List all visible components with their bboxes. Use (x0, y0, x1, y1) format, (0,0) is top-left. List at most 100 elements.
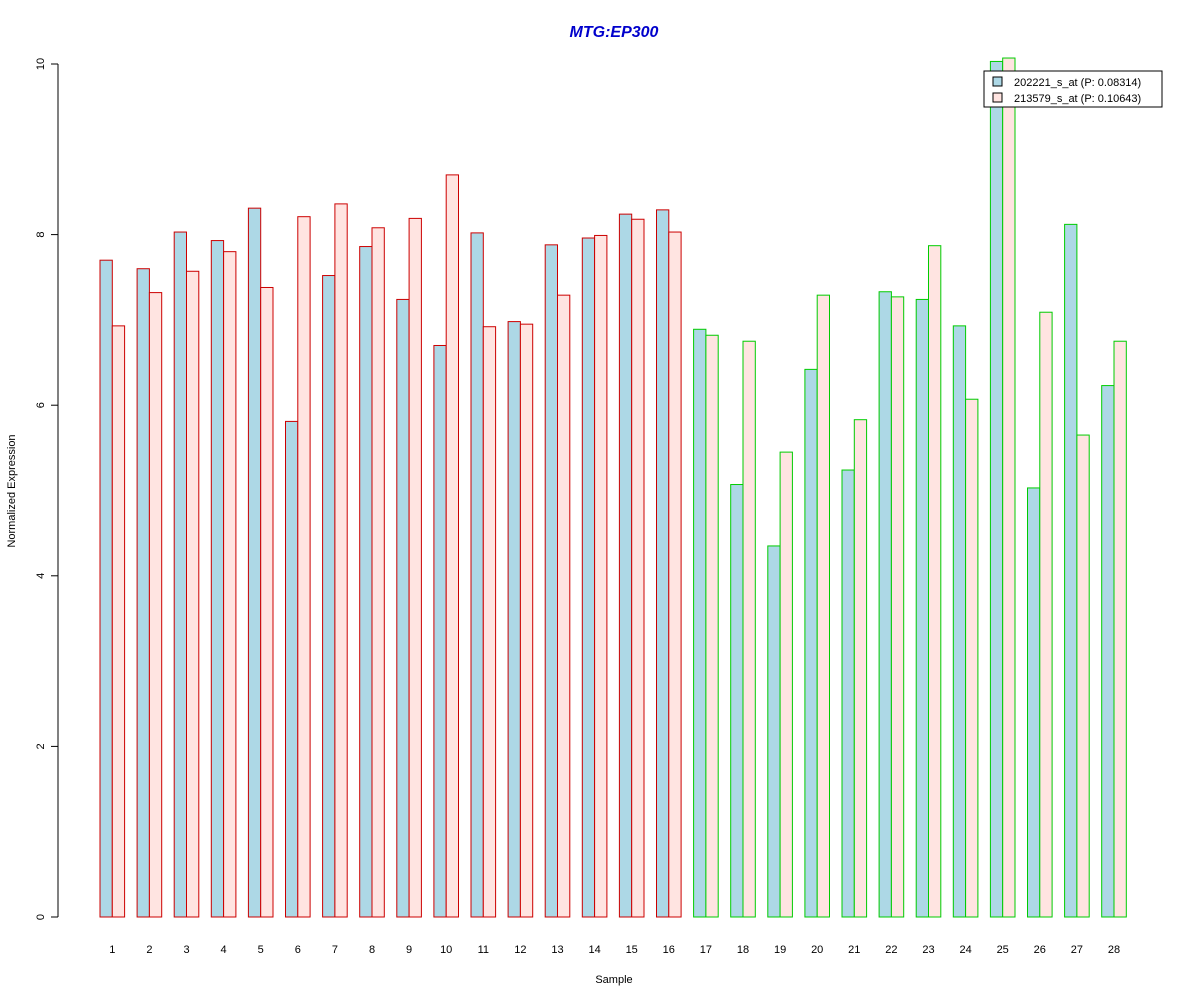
x-tick-label: 26 (1034, 944, 1046, 956)
bar-s2-13 (557, 294, 571, 918)
bar-s2-12 (519, 323, 534, 918)
bar-s2-18 (742, 340, 756, 918)
x-tick-label: 4 (221, 944, 227, 956)
x-tick-label: 20 (811, 944, 823, 956)
bar-s1-26 (1027, 487, 1041, 918)
bar-s1-14 (581, 237, 596, 918)
legend: 202221_s_at (P: 0.08314) 213579_s_at (P: … (983, 70, 1163, 108)
x-tick-labels: 1 2 3 4 5 6 7 8 9 10 11 12 13 14 15 16 17 18 19 20 21 22 23 24 2… (109, 944, 1120, 956)
bar-s1-19 (767, 545, 781, 918)
bar-s1-16 (656, 209, 670, 918)
bar-s2-5 (260, 286, 274, 918)
x-tick-label: 15 (626, 944, 638, 956)
chart-title: MTG:EP300 (570, 24, 659, 41)
bar-s2-28 (1113, 340, 1127, 918)
x-tick-label: 27 (1071, 944, 1083, 956)
bar-s1-13 (544, 244, 559, 918)
legend-swatch (992, 76, 1003, 87)
x-tick-label: 2 (146, 944, 152, 956)
x-tick-label: 10 (440, 944, 452, 956)
bar-s1-23 (915, 298, 930, 918)
y-tick-label: 6 (35, 402, 47, 408)
bar-s1-27 (1064, 223, 1078, 918)
bar-s1-15 (618, 213, 633, 918)
bar-s1-6 (285, 420, 299, 918)
y-tick-label: 4 (35, 573, 47, 579)
bar-s2-9 (408, 217, 422, 918)
x-tick-label: 13 (551, 944, 563, 956)
x-tick-label: 3 (183, 944, 189, 956)
bar-s2-16 (668, 231, 682, 918)
y-axis-label: Normalized Expression (6, 434, 18, 547)
bar-s2-1 (111, 325, 126, 918)
bar-s1-3 (173, 231, 187, 918)
bar-s1-11 (470, 232, 484, 918)
x-tick-label: 25 (997, 944, 1009, 956)
y-tick-label: 8 (35, 232, 47, 238)
x-tick-label: 17 (700, 944, 712, 956)
bar-s2-11 (482, 326, 497, 918)
bar-s2-21 (853, 419, 868, 918)
bar-s2-19 (779, 451, 793, 918)
bar-s1-25 (989, 60, 1004, 918)
x-tick-label: 12 (514, 944, 526, 956)
bar-s1-12 (507, 321, 521, 918)
y-tick-label: 2 (35, 743, 47, 749)
bar-s2-8 (371, 227, 385, 918)
x-tick-label: 7 (332, 944, 338, 956)
bar-s2-14 (594, 234, 608, 918)
bar-s1-1 (99, 259, 113, 918)
bar-s1-10 (433, 344, 447, 918)
y-tick-label: 10 (35, 58, 47, 70)
bars (99, 57, 1127, 918)
x-tick-label: 19 (774, 944, 786, 956)
bar-s1-4 (210, 240, 225, 918)
bar-s1-24 (952, 325, 967, 918)
x-axis-label: Sample (595, 974, 632, 986)
bar-s2-4 (223, 251, 237, 918)
bar-s1-21 (841, 469, 855, 918)
bar-s2-17 (705, 334, 719, 918)
bar-s2-24 (965, 398, 979, 918)
x-tick-label: 1 (109, 944, 115, 956)
bar-s1-9 (396, 298, 410, 918)
bar-s2-10 (445, 174, 460, 918)
legend-box (983, 70, 1163, 108)
x-tick-label: 23 (922, 944, 934, 956)
bar-s2-27 (1076, 434, 1090, 918)
bar-s2-22 (890, 296, 905, 918)
bar-s2-25 (1002, 57, 1016, 918)
legend-label: 202221_s_at (P: 0.08314) (1014, 77, 1141, 89)
bar-s2-6 (297, 216, 311, 918)
bar-s2-3 (186, 270, 200, 918)
x-tick-label: 22 (885, 944, 897, 956)
x-tick-label: 18 (737, 944, 749, 956)
bar-s1-5 (247, 207, 262, 918)
bar-s2-7 (334, 203, 348, 918)
bar-s2-26 (1039, 311, 1053, 918)
bar-s2-23 (928, 245, 942, 918)
x-tick-label: 24 (959, 944, 971, 956)
bar-s2-15 (631, 218, 645, 918)
x-tick-label: 8 (369, 944, 375, 956)
bar-s1-18 (730, 484, 744, 918)
y-tick-label: 0 (35, 914, 47, 920)
y-axis: 0 2 4 6 8 10 (35, 58, 59, 920)
bar-s1-8 (359, 246, 373, 918)
x-tick-label: 21 (848, 944, 860, 956)
bar-s1-2 (136, 268, 150, 918)
bar-s1-7 (322, 275, 336, 918)
x-tick-label: 9 (406, 944, 412, 956)
x-tick-label: 11 (478, 944, 489, 956)
legend-label: 213579_s_at (P: 0.10643) (1014, 93, 1141, 105)
bar-s1-20 (804, 368, 818, 918)
legend-swatch (992, 92, 1003, 103)
bar-s1-17 (693, 328, 707, 918)
x-tick-label: 6 (295, 944, 301, 956)
x-tick-label: 16 (663, 944, 675, 956)
x-tick-label: 28 (1108, 944, 1120, 956)
x-tick-label: 5 (258, 944, 264, 956)
x-tick-label: 14 (588, 944, 600, 956)
